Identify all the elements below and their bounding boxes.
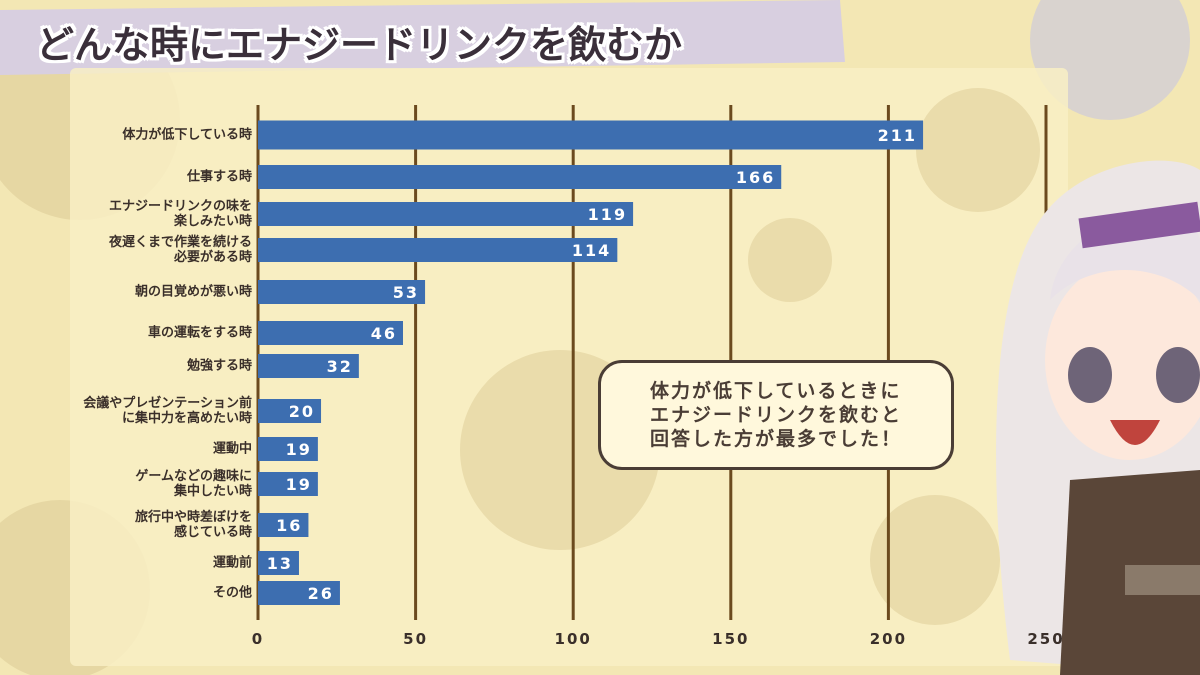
- bar: [258, 581, 340, 605]
- category-label: 朝の目覚めが悪い時: [134, 284, 252, 300]
- category-label: 体力が低下している時: [122, 127, 252, 143]
- bar: [258, 321, 403, 345]
- chart-title: どんな時にエナジードリンクを飲むか: [36, 23, 683, 67]
- value-label: 53: [393, 283, 419, 302]
- category-label: 運動前: [212, 555, 252, 571]
- value-label: 13: [267, 554, 293, 573]
- value-label: 26: [308, 584, 334, 603]
- category-label: その他: [212, 585, 252, 601]
- value-label: 211: [878, 126, 917, 145]
- category-label: エナジードリンクの味を 楽しみたい時: [108, 199, 252, 229]
- bar: [258, 513, 309, 537]
- x-tick-label: 100: [554, 630, 592, 648]
- x-tick-label: 0: [251, 630, 265, 648]
- bar: [258, 165, 782, 189]
- bar: [258, 354, 359, 378]
- category-label: 旅行中や時差ぼけを 感じている時: [134, 510, 252, 540]
- category-label: 勉強する時: [186, 358, 252, 374]
- value-label: 119: [588, 205, 627, 224]
- bar: [258, 280, 426, 304]
- speech-bubble: 体力が低下しているときに エナジードリンクを飲むと 回答した方が最多でした！: [598, 360, 954, 470]
- x-tick-label: 150: [712, 630, 750, 648]
- value-label: 16: [276, 516, 302, 535]
- value-label: 19: [286, 475, 312, 494]
- bar: [258, 551, 299, 575]
- x-tick-label: 250: [1027, 630, 1065, 648]
- category-label: 会議やプレゼンテーション前 に集中力を高めたい時: [83, 396, 252, 426]
- category-label: 夜遅くまで作業を続ける 必要がある時: [108, 235, 252, 265]
- category-label: 仕事する時: [186, 169, 252, 185]
- value-label: 20: [289, 402, 315, 421]
- bar: [258, 472, 318, 496]
- bar: [258, 120, 924, 150]
- category-label: ゲームなどの趣味に 集中したい時: [135, 469, 252, 499]
- character: [996, 160, 1200, 675]
- category-label: 運動中: [212, 441, 252, 457]
- category-label: 車の運転をする時: [147, 325, 252, 341]
- value-label: 114: [572, 241, 611, 260]
- bar: [258, 437, 318, 461]
- bar: [258, 202, 634, 226]
- bar: [258, 399, 322, 423]
- value-label: 19: [286, 440, 312, 459]
- value-label: 32: [327, 357, 353, 376]
- bar: [258, 238, 618, 262]
- value-label: 166: [736, 168, 775, 187]
- x-tick-label: 200: [869, 630, 908, 648]
- value-label: 46: [371, 324, 397, 343]
- x-tick-label: 50: [403, 630, 429, 648]
